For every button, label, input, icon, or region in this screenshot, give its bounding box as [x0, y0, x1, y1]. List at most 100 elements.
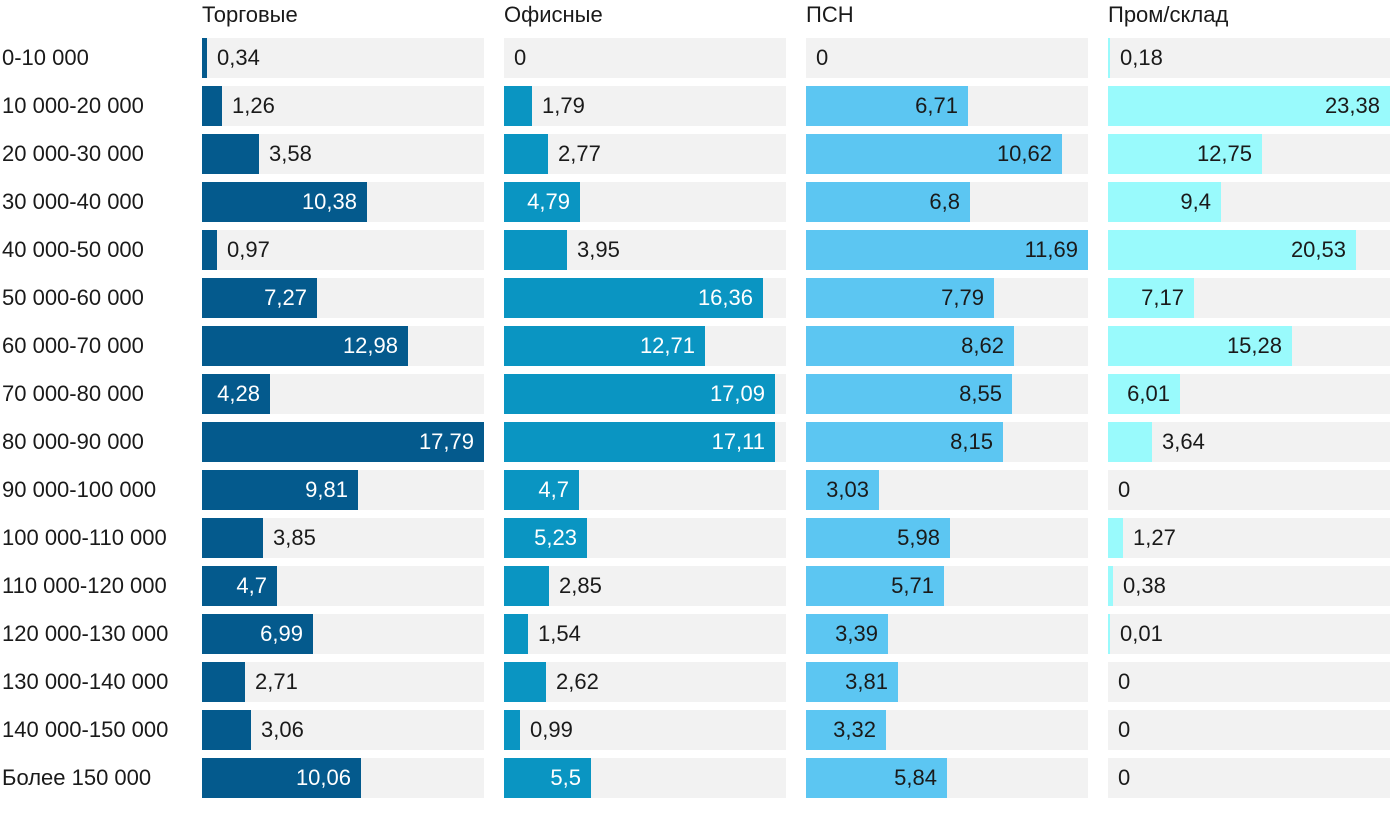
bar-track: 0,99 [504, 710, 786, 750]
bar-track: 5,5 [504, 758, 786, 798]
bar-track: 0 [504, 38, 786, 78]
bar [202, 38, 207, 78]
bar-track: 1,26 [202, 86, 484, 126]
value-label: 20,53 [1290, 237, 1346, 262]
bar [806, 566, 944, 606]
bar [504, 278, 763, 318]
value-label: 0,18 [1120, 45, 1163, 70]
bar-track: 10,38 [202, 182, 484, 222]
value-label: 5,98 [897, 525, 940, 550]
bar [504, 566, 549, 606]
bar-track: 4,28 [202, 374, 484, 414]
value-label: 3,85 [273, 525, 316, 550]
bar [202, 758, 361, 798]
value-label: 1,54 [538, 621, 581, 646]
bar-track: 8,15 [806, 422, 1088, 462]
bar-track: 5,98 [806, 518, 1088, 558]
series-title: Пром/склад [1108, 2, 1229, 27]
bar [504, 374, 775, 414]
value-label: 7,17 [1141, 285, 1184, 310]
bar-track: 1,54 [504, 614, 786, 654]
bar [504, 710, 520, 750]
bar-track: 12,98 [202, 326, 484, 366]
value-label: 3,58 [269, 141, 312, 166]
bar [504, 182, 580, 222]
bar-track: 7,27 [202, 278, 484, 318]
bar-track: 0 [1108, 758, 1390, 798]
bar [1108, 230, 1356, 270]
value-label: 0 [816, 45, 829, 70]
bar-track: 5,71 [806, 566, 1088, 606]
value-label: 1,79 [542, 93, 585, 118]
bar-track: 0,97 [202, 230, 484, 270]
bar [1108, 614, 1110, 654]
value-label: 3,32 [833, 717, 876, 742]
value-label: 17,09 [709, 381, 765, 406]
value-label: 10,06 [295, 765, 351, 790]
value-label: 7,79 [941, 285, 984, 310]
bar [202, 710, 251, 750]
category-label: 0-10 000 [2, 45, 89, 70]
value-label: 2,71 [255, 669, 298, 694]
category-label: 110 000-120 000 [2, 573, 167, 598]
category-label: 20 000-30 000 [2, 141, 144, 166]
bar [504, 230, 567, 270]
bar [1108, 566, 1113, 606]
value-label: 1,27 [1133, 525, 1176, 550]
value-label: 0 [1118, 717, 1131, 742]
category-label: 140 000-150 000 [2, 717, 169, 742]
category-label: 80 000-90 000 [2, 429, 144, 454]
value-label: 2,77 [558, 141, 601, 166]
value-label: 11,69 [1024, 237, 1078, 262]
bar-track: 3,03 [806, 470, 1088, 510]
bar [806, 182, 970, 222]
series-title: Торговые [202, 2, 298, 27]
category-label: 40 000-50 000 [2, 237, 144, 262]
bar-track: 20,53 [1108, 230, 1390, 270]
bar-track: 2,62 [504, 662, 786, 702]
bar-track: 5,23 [504, 518, 786, 558]
bar [202, 134, 259, 174]
category-label: 70 000-80 000 [2, 381, 144, 406]
bar-track: 7,17 [1108, 278, 1390, 318]
bar-track: 3,32 [806, 710, 1088, 750]
value-label: 5,84 [894, 765, 937, 790]
bar-track: 17,09 [504, 374, 786, 414]
value-label: 15,28 [1226, 333, 1282, 358]
value-label: 6,01 [1127, 381, 1170, 406]
bar-track: 10,62 [806, 134, 1088, 174]
bar-track: 2,71 [202, 662, 484, 702]
category-label: 60 000-70 000 [2, 333, 144, 358]
bar-track: 12,71 [504, 326, 786, 366]
value-label: 7,27 [264, 285, 307, 310]
bar-track: 0 [1108, 470, 1390, 510]
value-label: 16,36 [697, 285, 753, 310]
bar [1108, 374, 1180, 414]
value-label: 5,71 [891, 573, 934, 598]
bar-track: 1,27 [1108, 518, 1390, 558]
bar-track: 6,71 [806, 86, 1088, 126]
bar [1108, 38, 1110, 78]
bar-track: 9,4 [1108, 182, 1390, 222]
bar [1108, 86, 1390, 126]
bar-track: 3,64 [1108, 422, 1390, 462]
bar-track: 0,34 [202, 38, 484, 78]
value-label: 0,01 [1120, 621, 1163, 646]
value-label: 10,62 [996, 141, 1052, 166]
bar-track: 8,55 [806, 374, 1088, 414]
category-label: Более 150 000 [2, 765, 152, 790]
value-label: 4,7 [236, 573, 267, 598]
bar-track: 1,79 [504, 86, 786, 126]
bar-track: 23,38 [1108, 86, 1390, 126]
bar-track: 17,79 [202, 422, 484, 462]
value-label: 17,79 [418, 429, 474, 454]
category-label: 90 000-100 000 [2, 477, 157, 502]
value-label: 2,85 [559, 573, 602, 598]
value-label: 3,95 [577, 237, 620, 262]
bar-track: 5,84 [806, 758, 1088, 798]
bar-track: 11,69 [806, 230, 1088, 270]
bar [504, 326, 705, 366]
bar-track: 12,75 [1108, 134, 1390, 174]
bar-track: 17,11 [504, 422, 786, 462]
bar-track: 3,85 [202, 518, 484, 558]
